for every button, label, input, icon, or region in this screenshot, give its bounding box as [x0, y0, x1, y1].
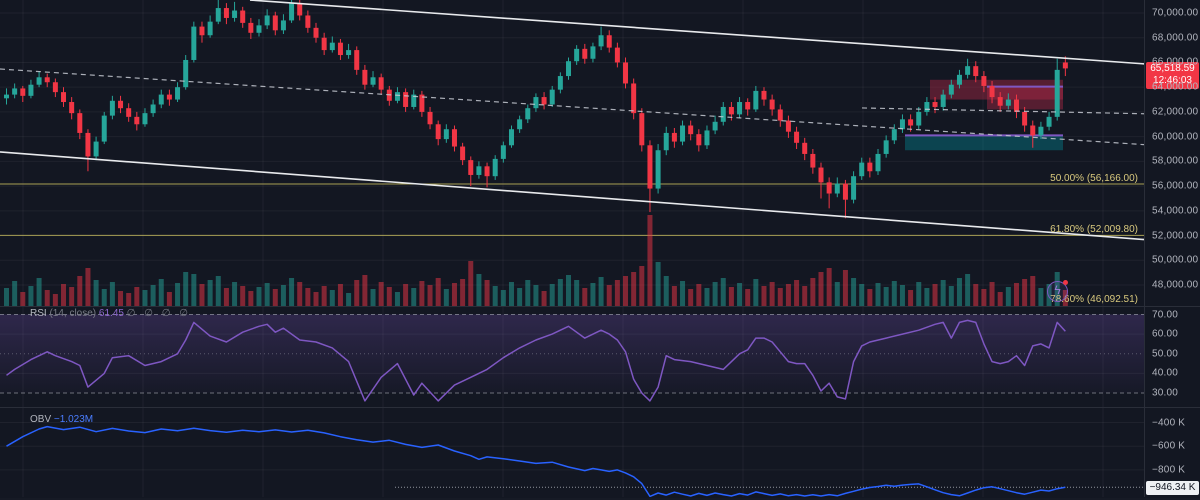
obv-value: −1.023M	[53, 414, 94, 425]
price-tick: 68,000.00	[1152, 32, 1199, 44]
rsi-tick: 60.00	[1152, 328, 1179, 340]
rsi-name: RSI	[30, 308, 47, 319]
flash-boost-button[interactable]: ϟ	[1047, 281, 1068, 302]
obv-name: OBV	[30, 414, 52, 425]
price-tick: 50,000.00	[1152, 254, 1199, 266]
obv-tick: −600 K	[1152, 440, 1186, 452]
rsi-tick: 50.00	[1152, 348, 1179, 360]
last-price: 65,518.59	[1150, 63, 1195, 74]
rsi-tick: 40.00	[1152, 367, 1179, 379]
fib-label-786[interactable]: 78.60% (46,092.51)	[1050, 294, 1138, 305]
fib-label-618[interactable]: 61.80% (52,009.80)	[1050, 224, 1138, 235]
rsi-tick: 30.00	[1152, 387, 1179, 399]
rsi-tick: 70.00	[1152, 309, 1179, 320]
time-axis-strip	[0, 498, 1200, 500]
rsi-params: (14, close)	[49, 308, 97, 319]
price-tick: 62,000.00	[1152, 106, 1199, 118]
price-tick: 66,000.00	[1152, 56, 1199, 68]
price-axis-separator	[1144, 0, 1145, 497]
rsi-hidden-values: ∅ ∅ ∅ ∅	[126, 308, 191, 319]
obv-indicator-label[interactable]: OBV −1.023M	[30, 414, 93, 425]
pane-separator[interactable]	[0, 407, 1200, 408]
rsi-value: 61.45	[98, 308, 124, 319]
price-tick: 48,000.00	[1152, 279, 1199, 291]
obv-last-value-badge: −946.34 K	[1146, 481, 1199, 495]
countdown-timer: 12:46:03	[1153, 75, 1192, 86]
notification-dot	[1063, 280, 1068, 285]
price-tick: 70,000.00	[1152, 7, 1199, 19]
fib-label-50[interactable]: 50.00% (56,166.00)	[1050, 173, 1138, 184]
obv-tick: −400 K	[1152, 417, 1186, 428]
obv-tick: −800 K	[1152, 464, 1186, 476]
price-tick: 56,000.00	[1152, 180, 1199, 192]
obv-last-value: −946.34 K	[1149, 482, 1196, 493]
lightning-icon: ϟ	[1054, 283, 1061, 297]
price-tick: 60,000.00	[1152, 131, 1199, 143]
last-price-badge: 65,518.59 12:46:03	[1146, 62, 1199, 89]
price-tick: 54,000.00	[1152, 205, 1199, 217]
rsi-indicator-label[interactable]: RSI (14, close) 61.45 ∅ ∅ ∅ ∅	[30, 308, 191, 319]
price-tick: 52,000.00	[1152, 230, 1199, 242]
pane-separator[interactable]	[0, 306, 1200, 307]
price-tick: 64,000.00	[1152, 81, 1199, 93]
price-tick: 58,000.00	[1152, 155, 1199, 167]
